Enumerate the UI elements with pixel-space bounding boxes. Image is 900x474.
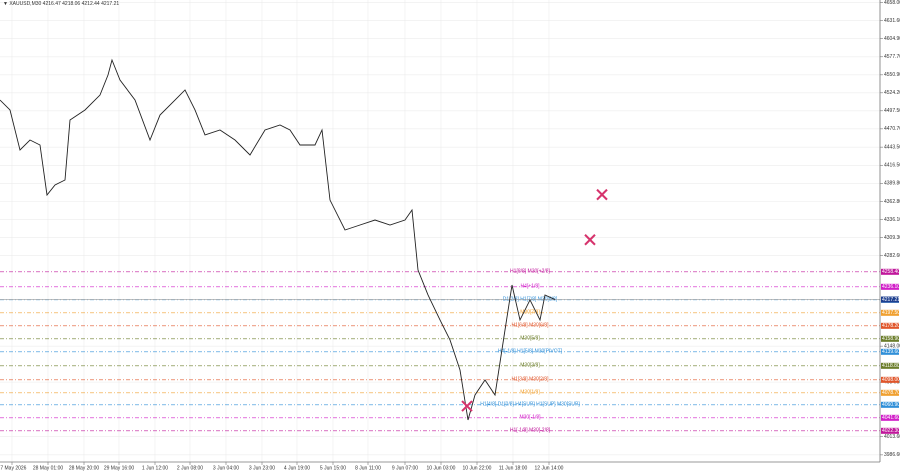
- y-tick-label: 4148.00: [884, 343, 900, 349]
- level-label: M30[-1/8]: [519, 415, 541, 421]
- y-tick-label: 3986.60: [884, 452, 900, 458]
- price-tag: [881, 283, 899, 290]
- y-tick-label: 4470.70: [884, 126, 900, 132]
- price-tag-label: 4060.90: [882, 402, 900, 408]
- y-tick-label: 4497.50: [884, 108, 900, 114]
- x-tick-label: 2 Jun 08:00: [177, 465, 203, 471]
- price-tag-label: 4078.70: [882, 390, 900, 396]
- cross-marker: [584, 234, 596, 246]
- price-tag-label: 4118.80: [882, 363, 900, 369]
- price-tag-label: 4236.10: [882, 284, 900, 290]
- level-label: M30[5/8]: [520, 336, 540, 342]
- y-tick-label: 4362.80: [884, 199, 900, 205]
- y-tick-label: 4309.30: [884, 235, 900, 241]
- price-tag-label: 4041.60: [882, 415, 900, 421]
- price-tag-label: 4258.40: [882, 269, 900, 275]
- price-line: [0, 58, 556, 421]
- price-tag: [881, 362, 899, 369]
- x-tick-label: 29 May 16:00: [104, 465, 135, 471]
- y-tick-label: 4336.10: [884, 217, 900, 223]
- x-tick-label: 1 Jun 12:00: [142, 465, 168, 471]
- cross-stroke: [584, 234, 596, 246]
- price-tag-label: 4022.30: [882, 428, 900, 434]
- cross-marker: [461, 400, 473, 412]
- price-tag: [881, 376, 899, 383]
- x-tick-label: 27 May 2026: [0, 465, 27, 471]
- cross-stroke: [596, 188, 608, 201]
- price-tag: [881, 309, 899, 316]
- chart-title: ▼ XAUUSD,M30 4216.47 4218.06 4212.44 421…: [3, 1, 119, 7]
- last-price-tag: [881, 296, 899, 303]
- level-label: H1[8/8] M30[+2/8]: [510, 269, 550, 275]
- level-label: M30[1/8]: [520, 390, 540, 396]
- x-tick-label: 11 Jun 18:00: [499, 465, 528, 471]
- x-tick-label: 9 Jun 07:00: [392, 465, 418, 471]
- y-tick-label: 4524.20: [884, 90, 900, 96]
- price-tag: [881, 427, 899, 434]
- x-tick-label: 28 May 20:00: [69, 465, 100, 471]
- level-label: H4[+1/8]: [520, 284, 540, 290]
- y-tick-label: 4282.60: [884, 253, 900, 259]
- x-tick-label: 4 Jun 19:00: [284, 465, 310, 471]
- price-tag: [881, 389, 899, 396]
- price-tag-label: 4158.90: [882, 336, 900, 342]
- cross-stroke: [461, 400, 473, 412]
- price-tag: [881, 268, 899, 275]
- price-tag-label: 4098.00: [882, 377, 900, 383]
- level-label: H1[-1/8] M30[-2/8]: [510, 428, 551, 434]
- price-tag: [881, 335, 899, 342]
- price-tag: [881, 414, 899, 421]
- y-tick-label: 4389.80: [884, 181, 900, 187]
- last-price-label: 4217.21: [882, 297, 900, 303]
- plot-layer: H1[8/8] M30[+2/8]H4[+1/8]D1[2/8] H1[7/8]…: [0, 0, 880, 462]
- y-tick-label: 4550.90: [884, 72, 900, 78]
- level-label: M30[3/8]: [520, 363, 540, 369]
- x-tick-label: 5 Jun 15:00: [320, 465, 346, 471]
- y-tick-label: 4416.50: [884, 163, 900, 169]
- x-tick-label: 8 Jun 11:00: [355, 465, 381, 471]
- level-label: H1[4/8] D1[0/8] H4[SUP] H1[SUP] M30[SUP]: [480, 402, 580, 408]
- x-tick-label: 10 Jun 22:00: [463, 465, 492, 471]
- y-tick-label: 4443.50: [884, 144, 900, 150]
- x-tick-label: 28 May 01:00: [33, 465, 64, 471]
- y-tick-label: 4577.70: [884, 54, 900, 60]
- y-tick-label: 4013.60: [884, 434, 900, 440]
- price-tag-label: 4197.50: [882, 310, 900, 316]
- x-tick-label: 12 Jun 14:00: [535, 465, 564, 471]
- x-tick-label: 3 Jun 04:00: [213, 465, 239, 471]
- level-label: M30[7/8]: [520, 310, 540, 316]
- price-tag-label: 4178.20: [882, 323, 900, 329]
- x-tick-label: 3 Jun 23:00: [249, 465, 275, 471]
- price-tag-label: 4139.60: [882, 349, 900, 355]
- cross-marker: [596, 188, 608, 201]
- level-label: H1[6/8] M30[6/8]: [512, 323, 550, 329]
- y-tick-label: 4658.00: [884, 0, 900, 6]
- price-tag: [881, 401, 899, 408]
- price-tag: [881, 348, 899, 355]
- x-tick-label: 10 Jun 03:00: [427, 465, 456, 471]
- level-label: H1[3/8] M30[2/8]: [512, 377, 550, 383]
- y-tick-label: 4604.90: [884, 36, 900, 42]
- level-label: H4[-1/8] H1[5/8] M30[PIVOT]: [498, 349, 563, 355]
- price-tag: [881, 322, 899, 329]
- y-tick-label: 4631.60: [884, 18, 900, 24]
